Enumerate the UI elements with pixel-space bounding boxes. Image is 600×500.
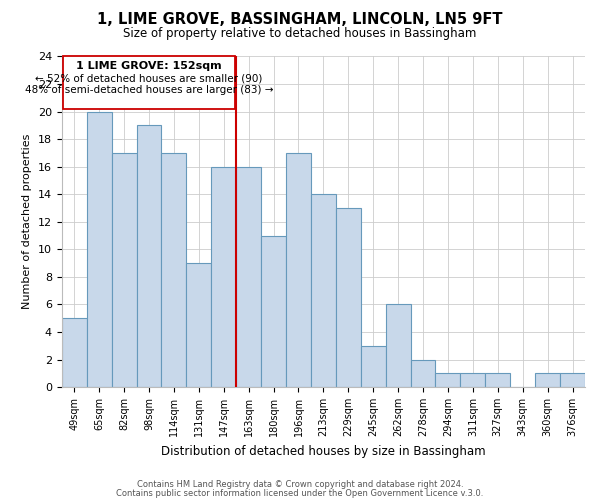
Bar — [386, 304, 410, 387]
Bar — [485, 374, 510, 387]
Bar — [62, 318, 86, 387]
Bar — [535, 374, 560, 387]
Y-axis label: Number of detached properties: Number of detached properties — [22, 134, 32, 310]
X-axis label: Distribution of detached houses by size in Bassingham: Distribution of detached houses by size … — [161, 444, 485, 458]
Bar — [560, 374, 585, 387]
Bar — [311, 194, 336, 387]
Bar — [86, 112, 112, 387]
Text: Contains public sector information licensed under the Open Government Licence v.: Contains public sector information licen… — [116, 488, 484, 498]
Text: 1 LIME GROVE: 152sqm: 1 LIME GROVE: 152sqm — [76, 62, 222, 72]
Bar — [361, 346, 386, 387]
Bar — [211, 166, 236, 387]
Bar — [410, 360, 436, 387]
Bar — [261, 236, 286, 387]
Text: Contains HM Land Registry data © Crown copyright and database right 2024.: Contains HM Land Registry data © Crown c… — [137, 480, 463, 489]
Bar — [286, 153, 311, 387]
Bar — [187, 263, 211, 387]
Text: 1, LIME GROVE, BASSINGHAM, LINCOLN, LN5 9FT: 1, LIME GROVE, BASSINGHAM, LINCOLN, LN5 … — [97, 12, 503, 28]
Bar — [336, 208, 361, 387]
Bar — [460, 374, 485, 387]
Bar — [112, 153, 137, 387]
Bar — [161, 153, 187, 387]
FancyBboxPatch shape — [63, 56, 235, 109]
Bar — [436, 374, 460, 387]
Bar — [137, 126, 161, 387]
Bar — [236, 166, 261, 387]
Text: Size of property relative to detached houses in Bassingham: Size of property relative to detached ho… — [124, 28, 476, 40]
Text: 48% of semi-detached houses are larger (83) →: 48% of semi-detached houses are larger (… — [25, 84, 273, 94]
Text: ← 52% of detached houses are smaller (90): ← 52% of detached houses are smaller (90… — [35, 73, 263, 83]
